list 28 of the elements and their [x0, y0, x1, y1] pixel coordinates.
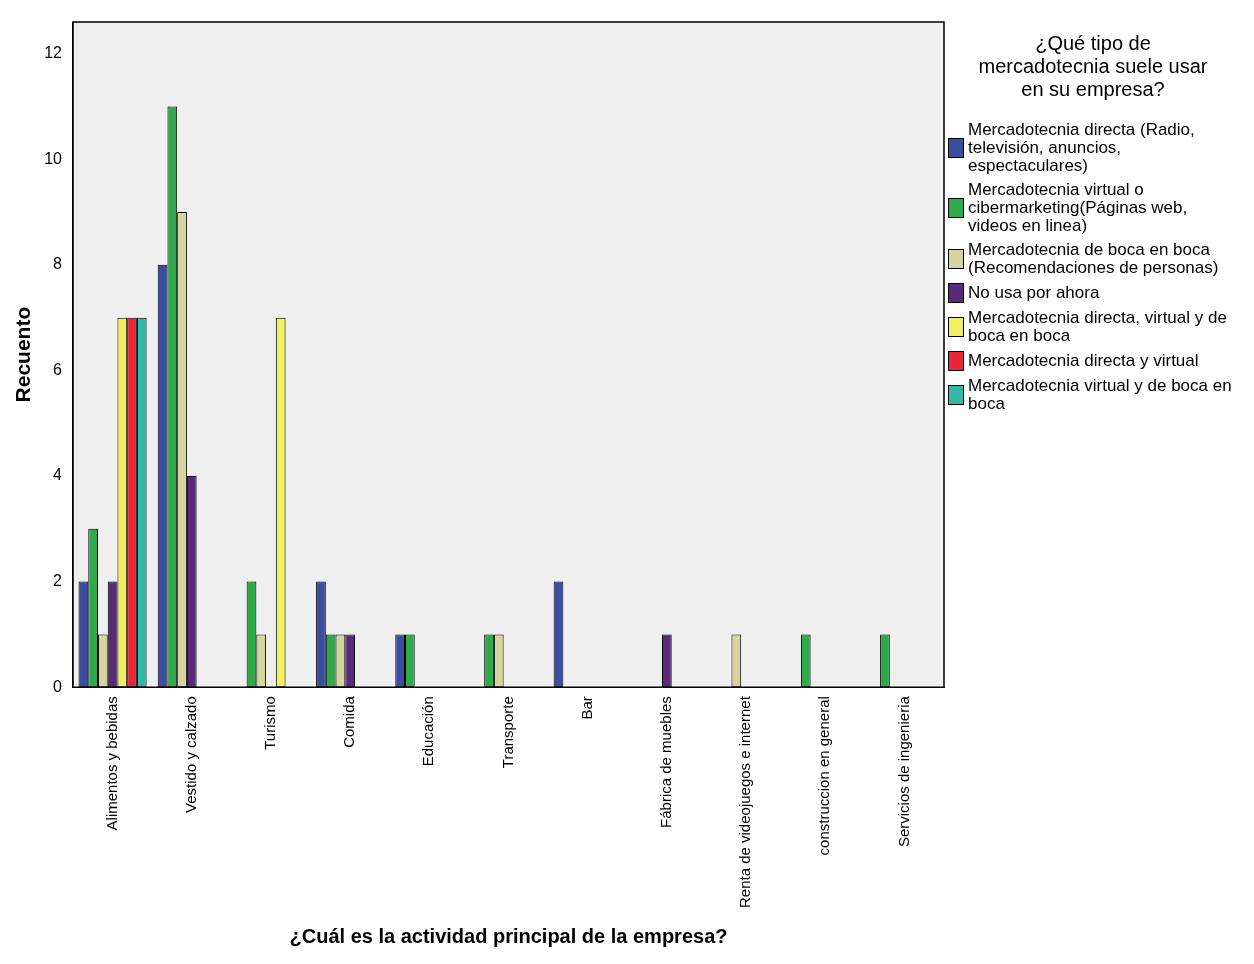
x-tick-label: Alimentos y bebidas — [102, 696, 120, 831]
x-tick-label: Vestido y calzado — [181, 696, 199, 813]
x-tick-label: Fábrica de muebles — [657, 696, 674, 828]
y-tick-label: 4 — [53, 466, 63, 484]
legend-label: Mercadotecnia directa (Radio, televisión, anuncios, espectaculares) — [968, 120, 1196, 175]
x-tick-label: Transporte — [498, 696, 516, 769]
legend-title: ¿Qué tipo de mercadotecnia suele usar en su empresa? — [977, 32, 1209, 101]
legend-label: Mercadotecnia virtual o cibermarketing(Páginas web, videos en linea) — [968, 180, 1189, 235]
legend-label: Mercadotecnia de boca en boca (Recomendaciones de personas) — [968, 240, 1220, 277]
legend-label: Mercadotecnia virtual y de boca en boca — [968, 376, 1233, 413]
y-tick-label: 8 — [53, 255, 63, 273]
legend-label: Mercadotecnia directa y virtual — [968, 351, 1199, 370]
legend-label: Mercadotecnia directa, virtual y de boca en boca — [968, 308, 1228, 345]
x-tick-label: Bar — [577, 696, 595, 720]
y-tick-label: 10 — [44, 149, 63, 167]
x-axis-title: ¿Cuál es la actividad principal de la empresa? — [289, 924, 728, 947]
legend-label: No usa por ahora — [968, 283, 1100, 302]
x-tick-label: Renta de videojuegos e internet — [736, 695, 754, 909]
y-tick-label: 2 — [53, 572, 63, 590]
x-tick-label: Turismo — [261, 696, 279, 750]
y-axis-title: Recuento — [11, 306, 35, 403]
x-tick-label: construccion en general — [815, 696, 833, 856]
x-tick-label: Servicios de ingenieria — [894, 695, 912, 848]
x-tick-label: Educación — [419, 696, 437, 767]
y-tick-label: 0 — [53, 677, 63, 695]
y-tick-label: 12 — [44, 44, 63, 62]
x-tick-label: Comida — [340, 695, 358, 748]
y-tick-label: 6 — [53, 360, 63, 378]
